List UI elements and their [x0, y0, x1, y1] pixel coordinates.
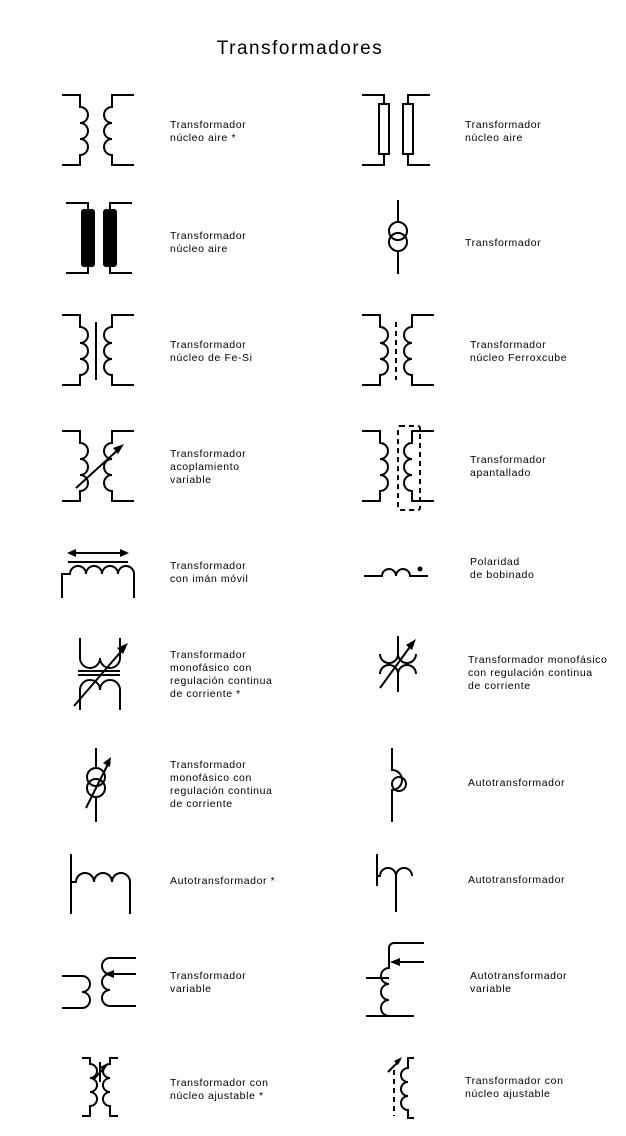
transformer-ferroxcube-core-icon: [358, 312, 438, 388]
symbol-label: Transformador núcleo Ferroxcube: [470, 339, 568, 364]
symbol-label: Transformador núcleo aire: [170, 230, 247, 255]
transformer-shielded-icon: [358, 424, 438, 512]
symbol-label: Transformador con núcleo ajustable: [465, 1075, 564, 1100]
symbol-label: Transformador núcleo de Fe-Si: [170, 339, 253, 364]
symbol-label: Transformador: [465, 237, 542, 249]
symbol-label: Autotransformador *: [170, 875, 276, 887]
transformer-air-core-icon: [58, 92, 138, 168]
symbol-label: Transformador núcleo aire: [465, 119, 542, 144]
symbol-label: Polaridad de bobinado: [470, 556, 535, 581]
transformer-fesi-core-icon: [58, 312, 138, 388]
variable-transformer-icon: [58, 954, 140, 1014]
autotransformer-circle-icon: [384, 746, 414, 824]
transformer-variable-coupling-icon: [58, 428, 138, 504]
transformer-moving-magnet-icon: [58, 549, 138, 600]
single-phase-continuous-regulation-icon: [372, 634, 424, 694]
symbol-label: Transformador con núcleo ajustable *: [170, 1077, 269, 1102]
autotransformer-star-icon: [68, 852, 134, 916]
single-phase-regulation-circles-icon: [80, 746, 111, 824]
autotransformer-icon: [374, 852, 418, 914]
symbol-label: Autotransformador: [468, 874, 566, 886]
symbol-label: Transformador apantallado: [470, 454, 547, 479]
winding-polarity-icon: [362, 566, 432, 582]
transformer-air-core-solid-icon: [64, 200, 134, 276]
transformer-air-core-outline-icon: [360, 92, 432, 168]
symbol-label: Transformador monofásico con regulación c…: [468, 654, 608, 692]
symbol-label: Transformador monofásico con regulación co…: [170, 649, 273, 700]
transformer-circles-icon: [384, 198, 412, 276]
single-phase-continuous-regulation-star-icon: [70, 636, 128, 712]
adjustable-core-transformer-star-icon: [78, 1054, 122, 1124]
symbol-label: Transformador variable: [170, 970, 247, 995]
symbol-label: Transformador monofásico con regulación co…: [170, 759, 273, 810]
symbol-label: Autotransformador variable: [470, 970, 568, 995]
page-title: Transformadores: [216, 38, 384, 59]
symbol-label: Transformador núcleo aire *: [170, 119, 247, 144]
symbol-label: Transformador con imán móvil: [170, 560, 249, 585]
symbol-label: Transformador acoplamiento variable: [170, 448, 247, 486]
variable-autotransformer-icon: [364, 940, 428, 1020]
adjustable-core-transformer-icon: [384, 1057, 420, 1124]
symbol-label: Autotransformador: [468, 777, 566, 789]
